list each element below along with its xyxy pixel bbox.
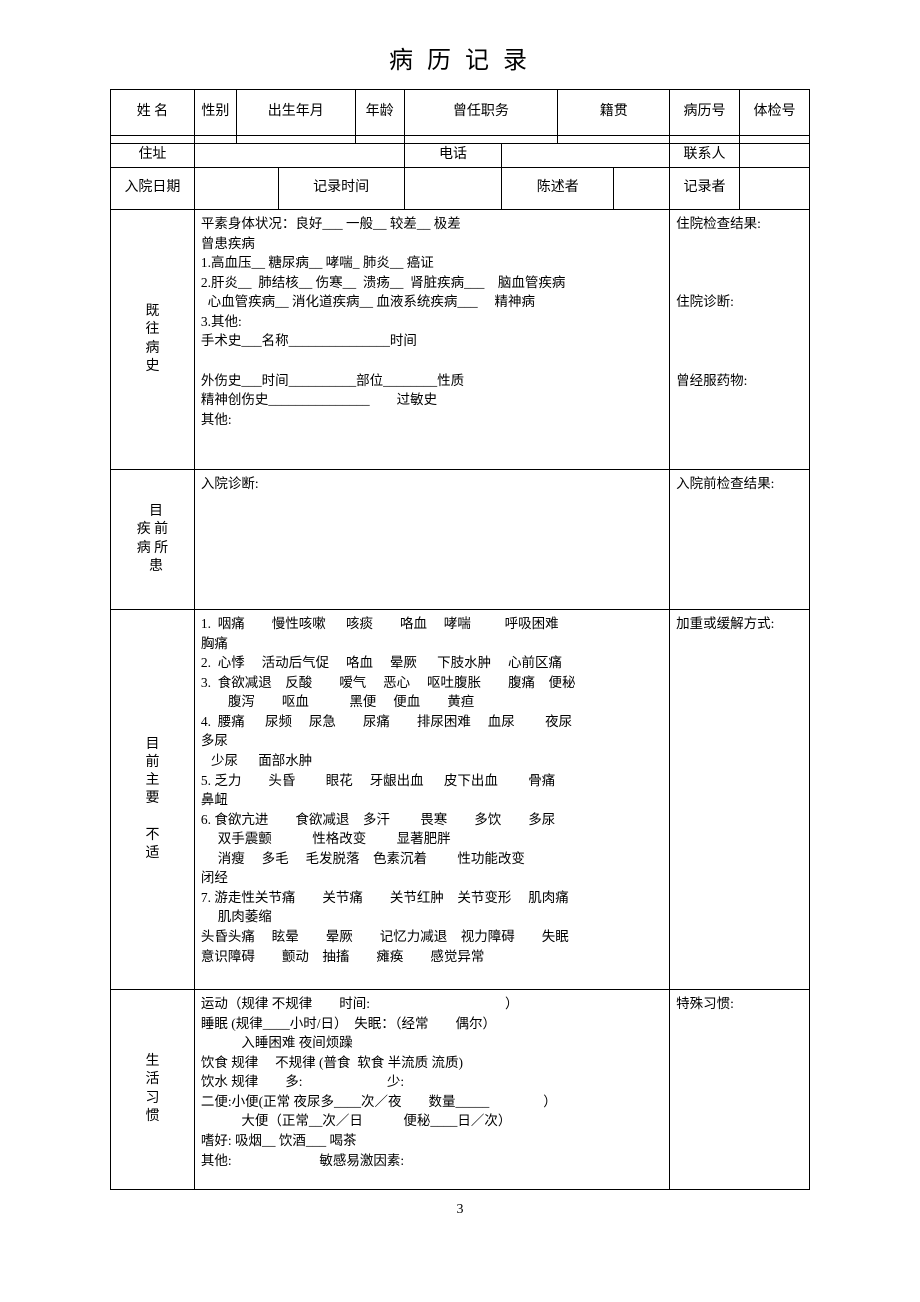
label-sex: 性别 <box>194 90 236 136</box>
symptoms-content: 1. 咽痛 慢性咳嗽 咳痰 咯血 哮喘 呼吸困难 胸痛 2. 心悸 活动后气促 … <box>194 610 669 990</box>
past-history-right: 住院检查结果: 住院诊断: 曾经服药物: <box>670 210 810 470</box>
label-current: 目疾 前病 所 患 <box>111 470 195 610</box>
current-right: 入院前检查结果: <box>670 470 810 610</box>
label-recordno: 病历号 <box>670 90 740 136</box>
medical-record-table: 姓 名 性别 出生年月 年龄 曾任职务 籍贯 病历号 体检号 住址 电话 联系人… <box>110 89 810 1190</box>
label-origin: 籍贯 <box>558 90 670 136</box>
label-recorder: 记录者 <box>670 168 740 210</box>
label-contact: 联系人 <box>670 144 740 168</box>
habits-right: 特殊习惯: <box>670 990 810 1190</box>
value-address <box>194 144 404 168</box>
label-narrator: 陈述者 <box>502 168 614 210</box>
past-history-content: 平素身体状况：良好___ 一般__ 较差__ 极差 曾患疾病 1.高血压__ 糖… <box>194 210 669 470</box>
label-name: 姓 名 <box>111 90 195 136</box>
label-address: 住址 <box>111 144 195 168</box>
value-record-time <box>404 168 502 210</box>
value-admit-date <box>194 168 278 210</box>
value-recorder <box>740 168 810 210</box>
page-number: 3 <box>110 1202 810 1218</box>
label-habits: 生活习惯 <box>111 990 195 1190</box>
page-title: 病 历 记 录 <box>110 40 810 75</box>
value-narrator <box>614 168 670 210</box>
label-phone: 电话 <box>404 144 502 168</box>
value-phone <box>502 144 670 168</box>
label-age: 年龄 <box>355 90 404 136</box>
label-symptoms: 目前主要不适 <box>111 610 195 990</box>
current-content: 入院诊断: <box>194 470 669 610</box>
label-past-history: 既往病史 <box>111 210 195 470</box>
label-position: 曾任职务 <box>404 90 558 136</box>
label-record-time: 记录时间 <box>278 168 404 210</box>
symptoms-right: 加重或缓解方式: <box>670 610 810 990</box>
habits-content: 运动（规律 不规律 时间: ） 睡眠 (规律____小时/日） 失眠：（经常 偶… <box>194 990 669 1190</box>
label-examno: 体检号 <box>740 90 810 136</box>
label-dob: 出生年月 <box>236 90 355 136</box>
value-contact <box>740 144 810 168</box>
label-admit-date: 入院日期 <box>111 168 195 210</box>
